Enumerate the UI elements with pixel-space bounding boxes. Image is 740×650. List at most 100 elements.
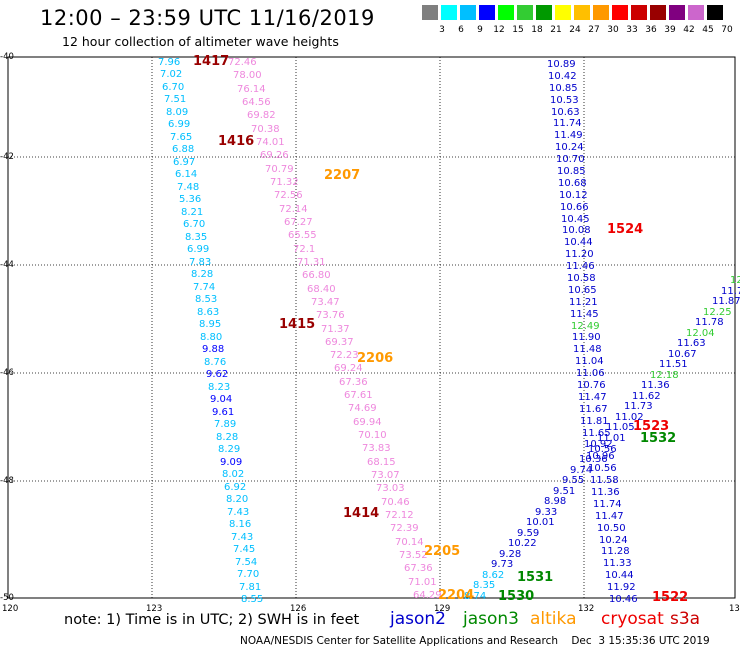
wave-height-value: 10.36 [579,454,608,465]
lat-label: -40 [0,52,14,62]
scale-label: 24 [569,25,581,35]
wave-height-value: 9.61 [212,407,235,418]
wave-height-value: 10.68 [558,178,587,189]
wave-height-value: 9.59 [517,528,540,539]
wave-height-value: 5.36 [179,194,202,205]
map-title: 12:00 – 23:59 UTC 11/16/2019 [40,6,375,30]
wave-height-value: 8.98 [544,496,567,507]
wave-height-value: 69.94 [353,417,382,428]
wave-height-value: 11.62 [632,391,661,402]
lon-label: 120 [2,604,19,614]
wave-height-value: 11.58 [590,475,619,486]
wave-height-value: 11.90 [572,332,601,343]
wave-height-value: 11.81 [580,416,609,427]
wave-height-value: 12.49 [571,321,600,332]
scale-label: 30 [607,25,619,35]
wave-height-value: 72.46 [228,57,257,68]
wave-height-value: 8.20 [226,494,249,505]
wave-height-value: 9.28 [499,549,522,560]
scale-label: 3 [439,25,445,35]
wave-height-value: 11.73 [624,401,653,412]
wave-height-value: 7.48 [177,182,200,193]
wave-height-value: 71.01 [408,577,437,588]
footer-note: note: 1) Time is in UTC; 2) SWH is in fe… [64,612,360,628]
lat-label: -42 [0,152,14,162]
wave-height-value: 67.36 [404,563,433,574]
wave-height-value: 69.82 [247,110,276,121]
wave-height-value: 9.62 [206,369,229,380]
lat-label: -46 [0,368,14,378]
scale-swatch [574,5,590,20]
wave-height-value: 7.70 [237,569,260,580]
scale-swatch [441,5,457,20]
wave-height-value: 11.67 [579,404,608,415]
legend-cryosat: cryosat [601,609,664,629]
wave-height-value: 67.36 [339,377,368,388]
wave-height-value: 10.65 [568,285,597,296]
legend-jason2: jason2 [390,609,446,629]
wave-height-value: 9.51 [553,486,576,497]
wave-height-value: 70.38 [251,124,280,135]
pass-time-label: 1417 [193,54,230,69]
wave-height-value: 8.09 [166,107,189,118]
wave-height-value: 6.70 [183,219,206,230]
wave-height-value: 11.74 [553,118,582,129]
wave-height-value: 6.88 [172,144,195,155]
wave-height-value: 11.51 [659,359,688,370]
wave-height-value: 64.29 [413,590,442,601]
wave-height-value: 11.36 [591,487,620,498]
scale-label: 9 [477,25,483,35]
wave-height-value: 10.67 [668,349,697,360]
wave-height-value: 7.83 [189,257,212,268]
wave-height-value: 11.47 [578,392,607,403]
wave-height-value: 11.20 [565,249,594,260]
scale-label: 27 [588,25,600,35]
wave-height-value: 70.14 [395,537,424,548]
wave-height-value: 11.36 [641,380,670,391]
wave-height-value: 11.05 [606,422,635,433]
wave-height-value: 72.23 [330,350,359,361]
wave-height-value: 10.08 [562,225,591,236]
scale-label: 12 [493,25,505,35]
wave-height-value: 8.35 [473,580,496,591]
scale-label: 36 [645,25,657,35]
pass-time-label: 2205 [424,544,461,559]
wave-height-value: 72.1 [293,244,316,255]
wave-height-value: 10.85 [549,83,578,94]
wave-height-value: 7.89 [214,419,237,430]
wave-height-value: 11.28 [601,546,630,557]
wave-height-value: 10.01 [526,517,555,528]
scale-swatch [631,5,647,20]
wave-height-value: 7.54 [235,557,258,568]
wave-height-value: 8.76 [204,357,227,368]
wave-height-value: 8.16 [229,519,252,530]
wave-height-value: 11.01 [597,433,626,444]
pass-time-label: 1530 [498,589,535,604]
wave-height-value: 11.02 [615,412,644,423]
wave-height-value: 11.21 [569,297,598,308]
pass-time-label: 1531 [517,570,554,585]
scale-label: 15 [512,25,524,35]
wave-height-value: 12.04 [686,328,715,339]
wave-height-value: 12.25 [703,307,732,318]
wave-height-value: 12.18 [650,370,679,381]
wave-height-value: 68.40 [307,284,336,295]
wave-height-value: 8.28 [191,269,214,280]
wave-height-value: 10.42 [548,71,577,82]
wave-height-value: 7.43 [231,532,254,543]
wave-height-value: 9.74 [570,465,593,476]
wave-height-value: 8.23 [208,382,231,393]
wave-height-value: 73.47 [311,297,340,308]
wave-height-value: 65.55 [288,230,317,241]
scale-label: 21 [550,25,562,35]
wave-height-value: 9.09 [220,457,243,468]
wave-height-value: 8.74 [464,591,487,602]
wave-height-value: 72.39 [390,523,419,534]
legend-jason3: jason3 [463,609,519,629]
wave-height-value: 66.80 [302,270,331,281]
wave-height-value: 67.61 [344,390,373,401]
pass-time-label: 1414 [343,506,380,521]
pass-time-label: 1522 [652,590,689,605]
scale-label: 42 [683,25,695,35]
